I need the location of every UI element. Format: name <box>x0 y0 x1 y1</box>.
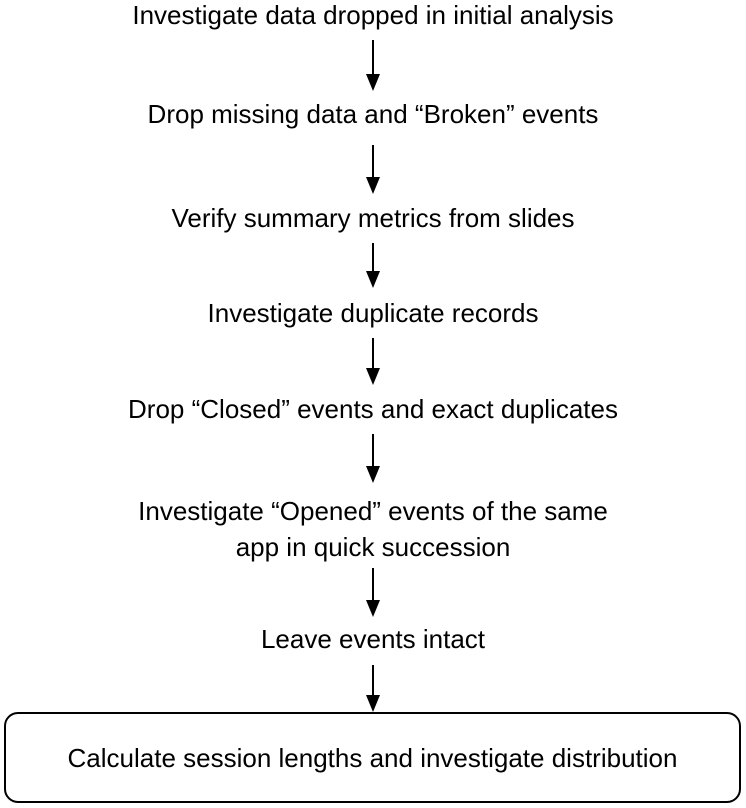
step-investigate-dropped-data: Investigate data dropped in initial anal… <box>132 0 614 30</box>
step-investigate-opened-line2: app in quick succession <box>235 532 511 562</box>
final-step-label: Calculate session lengths and investigat… <box>67 742 678 773</box>
step-investigate-duplicates: Investigate duplicate records <box>207 298 539 328</box>
arrow-down-icon <box>366 665 380 712</box>
arrow-down-icon <box>366 434 380 483</box>
step-investigate-opened-line1: Investigate “Opened” events of the same <box>138 496 608 526</box>
arrow-down-icon <box>366 243 380 288</box>
arrow-down-icon <box>366 40 380 91</box>
step-leave-events-intact: Leave events intact <box>260 624 486 654</box>
step-verify-summary-metrics: Verify summary metrics from slides <box>171 203 575 233</box>
arrow-down-icon <box>366 568 380 617</box>
arrow-down-icon <box>366 338 380 385</box>
step-drop-missing-broken: Drop missing data and “Broken” events <box>147 99 599 129</box>
final-step-box: Calculate session lengths and investigat… <box>4 712 741 803</box>
step-drop-closed-duplicates: Drop “Closed” events and exact duplicate… <box>128 394 618 424</box>
arrow-down-icon <box>366 145 380 194</box>
